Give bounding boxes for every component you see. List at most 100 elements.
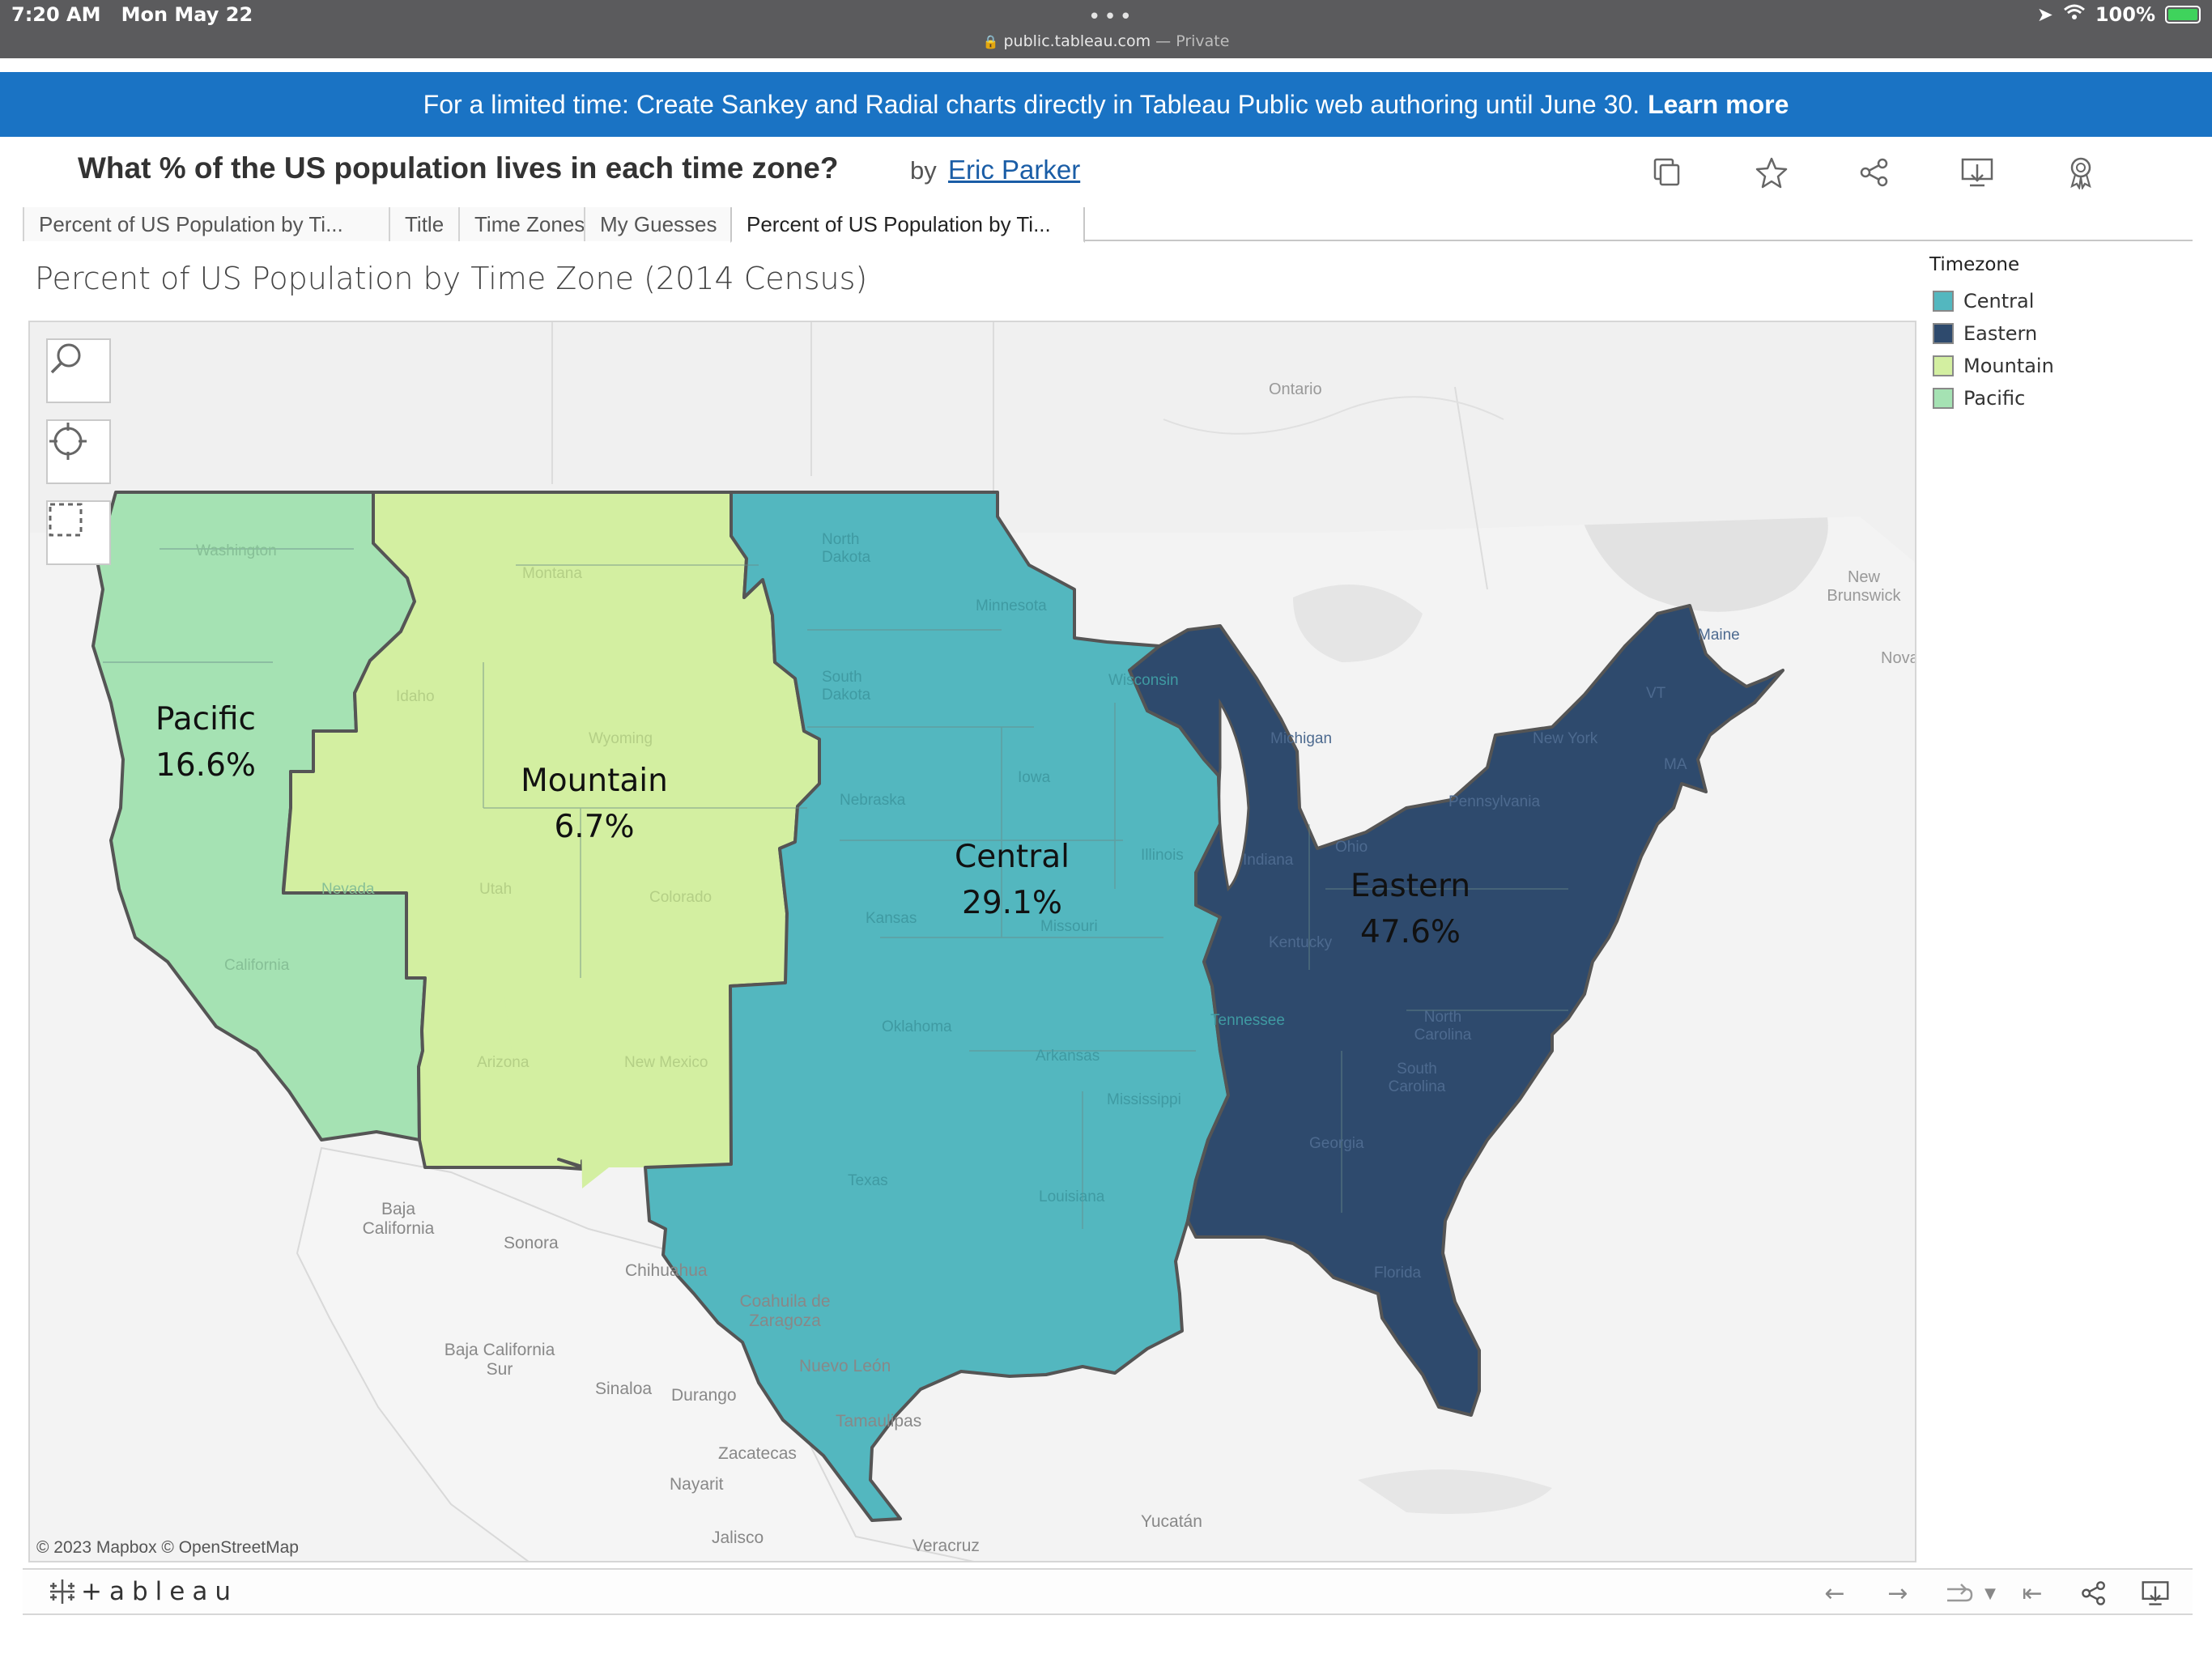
state-label-arizona: Arizona (477, 1054, 530, 1071)
map-view[interactable]: Ontario New Brunswick Nova Baja Californ… (28, 321, 1916, 1562)
legend-swatch-pacific (1933, 388, 1954, 409)
viz-toolbar: +ableau ← → ▼ ⇤ (23, 1568, 2193, 1615)
place-label-zacatecas: Zacatecas (718, 1444, 797, 1463)
battery-level: 100% (2095, 3, 2155, 26)
place-label-nuevo-leon: Nuevo León (799, 1357, 891, 1375)
undo-icon[interactable]: ← (1824, 1579, 1845, 1608)
state-label-utah: Utah (479, 881, 513, 898)
place-label-baja-california-sur: Baja California Sur (444, 1341, 555, 1379)
state-label-mississippi: Mississippi (1107, 1091, 1181, 1108)
legend-item-central[interactable]: Central (1929, 285, 2172, 317)
place-label-coahuila: Coahuila de Zaragoza (739, 1292, 831, 1330)
wifi-icon (2063, 3, 2086, 26)
copy-icon[interactable] (1649, 155, 1685, 190)
download-icon[interactable] (1959, 155, 1995, 190)
redo-icon[interactable]: → (1887, 1579, 1908, 1608)
revert-dropdown-chevron-icon[interactable]: ▼ (1984, 1584, 1996, 1602)
date: Mon May 22 (121, 3, 253, 26)
state-label-maine: Maine (1698, 627, 1740, 644)
state-label-illinois: Illinois (1141, 847, 1184, 864)
zone-label-central: Central 29.1% (931, 834, 1093, 926)
map-credit[interactable]: © 2023 Mapbox © OpenStreetMap (36, 1538, 299, 1557)
state-label-nebraska: Nebraska (840, 792, 906, 809)
state-borders (103, 548, 1568, 1229)
place-label-veracruz: Veracruz (912, 1537, 980, 1555)
place-label-ontario: Ontario (1269, 380, 1322, 398)
announcement-banner: For a limited time: Create Sankey and Ra… (0, 72, 2212, 137)
legend-title: Timezone (1929, 254, 2020, 275)
zone-label-pacific: Pacific 16.6% (125, 696, 287, 789)
legend-swatch-central (1933, 291, 1954, 312)
legend-item-eastern[interactable]: Eastern (1929, 317, 2172, 350)
banner-text: For a limited time: Create Sankey and Ra… (423, 89, 1640, 119)
more-dots-icon[interactable]: ••• (1088, 5, 1136, 29)
viz-by-label: by (910, 156, 937, 185)
state-label-north-carolina: North Carolina (1414, 1009, 1472, 1044)
state-label-texas: Texas (848, 1172, 888, 1189)
location-icon: ➤ (2036, 3, 2053, 26)
place-label-nova: Nova (1881, 649, 1916, 667)
tab-title[interactable]: Title (389, 207, 458, 241)
place-label-tamaulipas: Tamaulipas (836, 1412, 922, 1431)
tab-percent-population-active[interactable]: Percent of US Population by Ti... (730, 207, 1085, 243)
state-label-new-mexico: New Mexico (624, 1054, 708, 1071)
lake-michigan (1218, 698, 1250, 892)
footer-download-icon[interactable] (2141, 1579, 2170, 1607)
legend-label-mountain: Mountain (1963, 355, 2054, 377)
legend-label-pacific: Pacific (1963, 387, 2026, 410)
zone-value-pacific: 16.6% (155, 747, 256, 784)
footer-share-icon[interactable] (2079, 1579, 2108, 1607)
learn-more-link[interactable]: Learn more (1648, 89, 1789, 119)
place-label-durango: Durango (671, 1386, 737, 1405)
zone-value-eastern: 47.6% (1360, 914, 1461, 950)
map-locate-button[interactable] (46, 419, 111, 484)
state-label-ma: MA (1664, 756, 1687, 773)
legend-label-eastern: Eastern (1963, 322, 2038, 345)
state-label-ohio: Ohio (1335, 839, 1368, 856)
state-label-south-dakota: South Dakota (822, 669, 871, 704)
legend-swatch-mountain (1933, 355, 1954, 376)
state-label-colorado: Colorado (649, 889, 713, 906)
revert-icon[interactable] (1945, 1579, 1974, 1607)
place-label-sonora: Sonora (504, 1234, 559, 1252)
map-select-button[interactable] (46, 500, 111, 565)
state-label-washington: Washington (196, 542, 277, 559)
state-label-kentucky: Kentucky (1269, 934, 1333, 951)
legend: Timezone Central Eastern Mountain Pacifi… (1929, 254, 2172, 414)
tab-percent-population-1[interactable]: Percent of US Population by Ti... (23, 207, 389, 241)
state-label-idaho: Idaho (396, 688, 435, 705)
share-icon[interactable] (1857, 155, 1892, 190)
state-label-montana: Montana (522, 565, 582, 582)
favorite-star-icon[interactable] (1754, 155, 1789, 190)
state-label-minnesota: Minnesota (976, 597, 1047, 614)
url-field[interactable]: 🔒 public.tableau.com — Private (982, 32, 1230, 50)
legend-item-pacific[interactable]: Pacific (1929, 382, 2172, 414)
zone-name-eastern: Eastern (1350, 868, 1471, 904)
state-label-pennsylvania: Pennsylvania (1448, 793, 1541, 810)
place-label-nayarit: Nayarit (670, 1475, 724, 1494)
system-status: ➤ 100% (2037, 3, 2201, 26)
badge-icon[interactable] (2063, 155, 2099, 190)
place-label-chihuahua: Chihuahua (625, 1261, 708, 1280)
map-search-button[interactable] (46, 338, 111, 403)
reset-first-icon[interactable]: ⇤ (2022, 1579, 2043, 1608)
zone-name-mountain: Mountain (521, 763, 668, 799)
zone-value-mountain: 6.7% (554, 809, 635, 845)
legend-item-mountain[interactable]: Mountain (1929, 350, 2172, 382)
state-label-wisconsin: Wisconsin (1108, 672, 1179, 689)
author-link[interactable]: Eric Parker (948, 155, 1081, 185)
tab-my-guesses[interactable]: My Guesses (584, 207, 730, 241)
sheet-tabs: Percent of US Population by Ti... Title … (23, 207, 2193, 243)
state-label-indiana: Indiana (1243, 852, 1294, 869)
state-label-iowa: Iowa (1018, 769, 1051, 786)
legend-label-central: Central (1963, 290, 2035, 312)
tableau-logo[interactable]: +ableau (49, 1577, 238, 1606)
zone-label-eastern: Eastern 47.6% (1329, 863, 1491, 955)
place-label-new-brunswick: New Brunswick (1827, 568, 1901, 605)
state-label-vt: VT (1646, 685, 1666, 702)
zone-name-pacific: Pacific (155, 701, 256, 738)
state-label-kansas: Kansas (866, 910, 917, 927)
zone-name-central: Central (954, 839, 1070, 875)
tab-time-zones[interactable]: Time Zones (458, 207, 584, 241)
map-canvas (30, 322, 1915, 1561)
